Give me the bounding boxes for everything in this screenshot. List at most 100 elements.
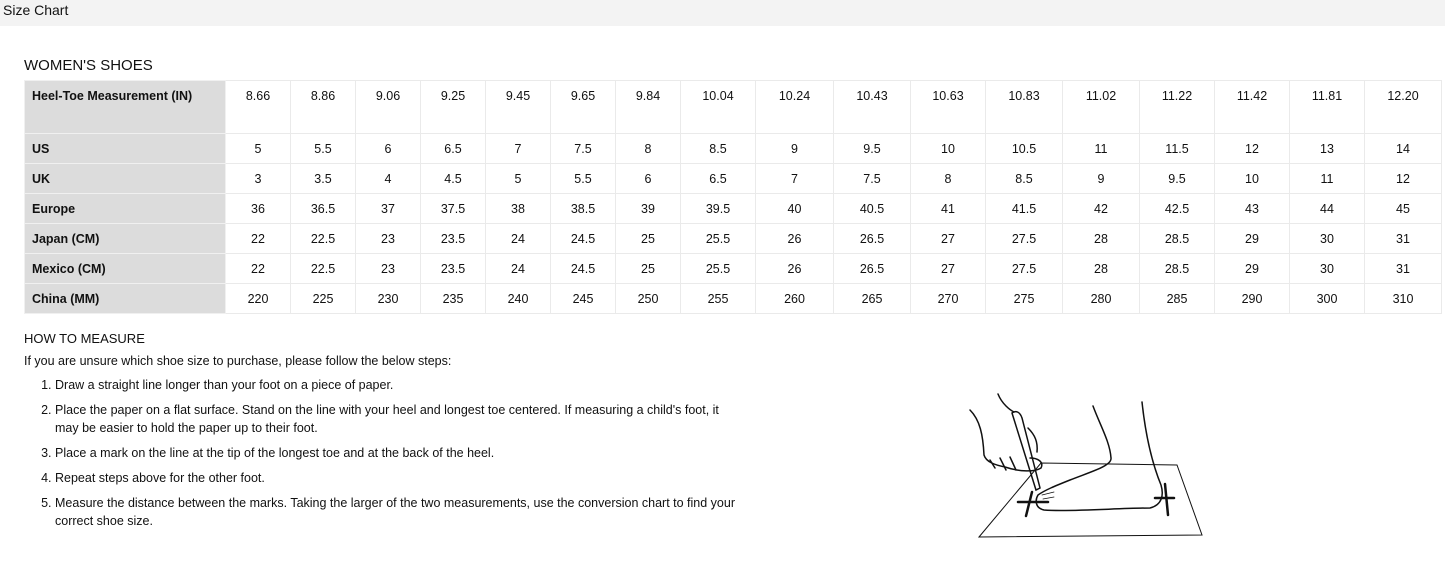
table-cell: 25 xyxy=(615,253,681,284)
table-cell: 26 xyxy=(755,253,834,284)
table-cell: 6 xyxy=(615,163,681,194)
table-cell: 39 xyxy=(615,193,681,224)
table-row: UK 3 3.5 4 4.5 5 5.5 6 6.5 7 7.5 8 8.5 9 9.5 10 11 12 xyxy=(24,163,1442,194)
table-cell: 260 xyxy=(755,283,834,314)
table-cell: 4.5 xyxy=(420,163,486,194)
table-cell: 29 xyxy=(1214,253,1290,284)
table-cell: 36.5 xyxy=(290,193,356,224)
row-label: China (MM) xyxy=(24,283,226,314)
table-cell: 30 xyxy=(1289,223,1365,254)
table-cell: 9.5 xyxy=(833,133,911,164)
table-cell: 25.5 xyxy=(680,223,756,254)
table-cell: 42.5 xyxy=(1139,193,1215,224)
table-row: US 5 5.5 6 6.5 7 7.5 8 8.5 9 9.5 10 10.5 11 11.5 12 13 14 xyxy=(24,133,1442,164)
section-title: WOMEN'S SHOES xyxy=(24,57,153,74)
table-cell: 14 xyxy=(1364,133,1442,164)
table-cell: 225 xyxy=(290,283,356,314)
table-cell: 300 xyxy=(1289,283,1365,314)
table-cell: 7 xyxy=(485,133,551,164)
table-cell: 22 xyxy=(225,223,291,254)
table-cell: 13 xyxy=(1289,133,1365,164)
table-cell: 270 xyxy=(910,283,986,314)
table-row: Japan (CM) 22 22.5 23 23.5 24 24.5 25 25.5 26 26.5… xyxy=(24,223,1442,254)
row-label: Europe xyxy=(24,193,226,224)
table-cell: 23 xyxy=(355,223,421,254)
table-cell: 24 xyxy=(485,253,551,284)
table-cell: 38 xyxy=(485,193,551,224)
table-cell: 23 xyxy=(355,253,421,284)
table-cell: 11 xyxy=(1289,163,1365,194)
table-cell: 26.5 xyxy=(833,253,911,284)
table-cell: 40 xyxy=(755,193,834,224)
table-cell: 8.5 xyxy=(985,163,1063,194)
table-cell: 280 xyxy=(1062,283,1140,314)
steps-list: Draw a straight line longer than your fo… xyxy=(24,376,735,537)
table-cell: 255 xyxy=(680,283,756,314)
table-cell: 3 xyxy=(225,163,291,194)
step-item: Place the paper on a flat surface. Stand… xyxy=(55,401,735,437)
table-cell: 41.5 xyxy=(985,193,1063,224)
table-cell: 9.45 xyxy=(485,80,551,134)
table-cell: 310 xyxy=(1364,283,1442,314)
table-cell: 27.5 xyxy=(985,223,1063,254)
table-cell: 23.5 xyxy=(420,253,486,284)
table-row: Europe 36 36.5 37 37.5 38 38.5 39 39.5 40 40.5 41 41… xyxy=(24,193,1442,224)
table-cell: 10.43 xyxy=(833,80,911,134)
table-row: China (MM) 220 225 230 235 240 245 250 255 260 265… xyxy=(24,283,1442,314)
table-cell: 28.5 xyxy=(1139,223,1215,254)
table-cell: 240 xyxy=(485,283,551,314)
how-to-intro: If you are unsure which shoe size to pur… xyxy=(24,354,452,368)
table-cell: 10.5 xyxy=(985,133,1063,164)
step-item: Measure the distance between the marks. … xyxy=(55,494,735,530)
table-cell: 275 xyxy=(985,283,1063,314)
header-bar: Size Chart xyxy=(0,0,1445,26)
table-cell: 22.5 xyxy=(290,223,356,254)
table-cell: 6.5 xyxy=(680,163,756,194)
table-cell: 12 xyxy=(1364,163,1442,194)
header-title: Size Chart xyxy=(3,2,69,18)
table-cell: 230 xyxy=(355,283,421,314)
table-row: Mexico (CM) 22 22.5 23 23.5 24 24.5 25 25.5 26 26.… xyxy=(24,253,1442,284)
table-cell: 10.83 xyxy=(985,80,1063,134)
table-cell: 37 xyxy=(355,193,421,224)
table-cell: 9.06 xyxy=(355,80,421,134)
step-item: Draw a straight line longer than your fo… xyxy=(55,376,735,394)
table-cell: 12.20 xyxy=(1364,80,1442,134)
table-cell: 27 xyxy=(910,223,986,254)
table-cell: 8.86 xyxy=(290,80,356,134)
table-cell: 42 xyxy=(1062,193,1140,224)
table-cell: 8 xyxy=(910,163,986,194)
table-cell: 23.5 xyxy=(420,223,486,254)
table-cell: 10.63 xyxy=(910,80,986,134)
table-cell: 9.25 xyxy=(420,80,486,134)
table-cell: 12 xyxy=(1214,133,1290,164)
row-label: Japan (CM) xyxy=(24,223,226,254)
table-cell: 11.22 xyxy=(1139,80,1215,134)
table-cell: 40.5 xyxy=(833,193,911,224)
table-cell: 5.5 xyxy=(550,163,616,194)
table-cell: 27.5 xyxy=(985,253,1063,284)
table-cell: 7.5 xyxy=(833,163,911,194)
table-cell: 235 xyxy=(420,283,486,314)
table-cell: 8.66 xyxy=(225,80,291,134)
table-cell: 29 xyxy=(1214,223,1290,254)
table-cell: 38.5 xyxy=(550,193,616,224)
row-label: Mexico (CM) xyxy=(24,253,226,284)
table-cell: 26.5 xyxy=(833,223,911,254)
row-label: US xyxy=(24,133,226,164)
table-cell: 6 xyxy=(355,133,421,164)
table-cell: 4 xyxy=(355,163,421,194)
table-cell: 10 xyxy=(1214,163,1290,194)
table-cell: 27 xyxy=(910,253,986,284)
table-cell: 10 xyxy=(910,133,986,164)
table-cell: 28.5 xyxy=(1139,253,1215,284)
table-cell: 22 xyxy=(225,253,291,284)
table-cell: 245 xyxy=(550,283,616,314)
table-cell: 5 xyxy=(225,133,291,164)
table-cell: 3.5 xyxy=(290,163,356,194)
table-cell: 11 xyxy=(1062,133,1140,164)
table-cell: 31 xyxy=(1364,253,1442,284)
table-cell: 31 xyxy=(1364,223,1442,254)
table-cell: 5 xyxy=(485,163,551,194)
table-cell: 43 xyxy=(1214,193,1290,224)
